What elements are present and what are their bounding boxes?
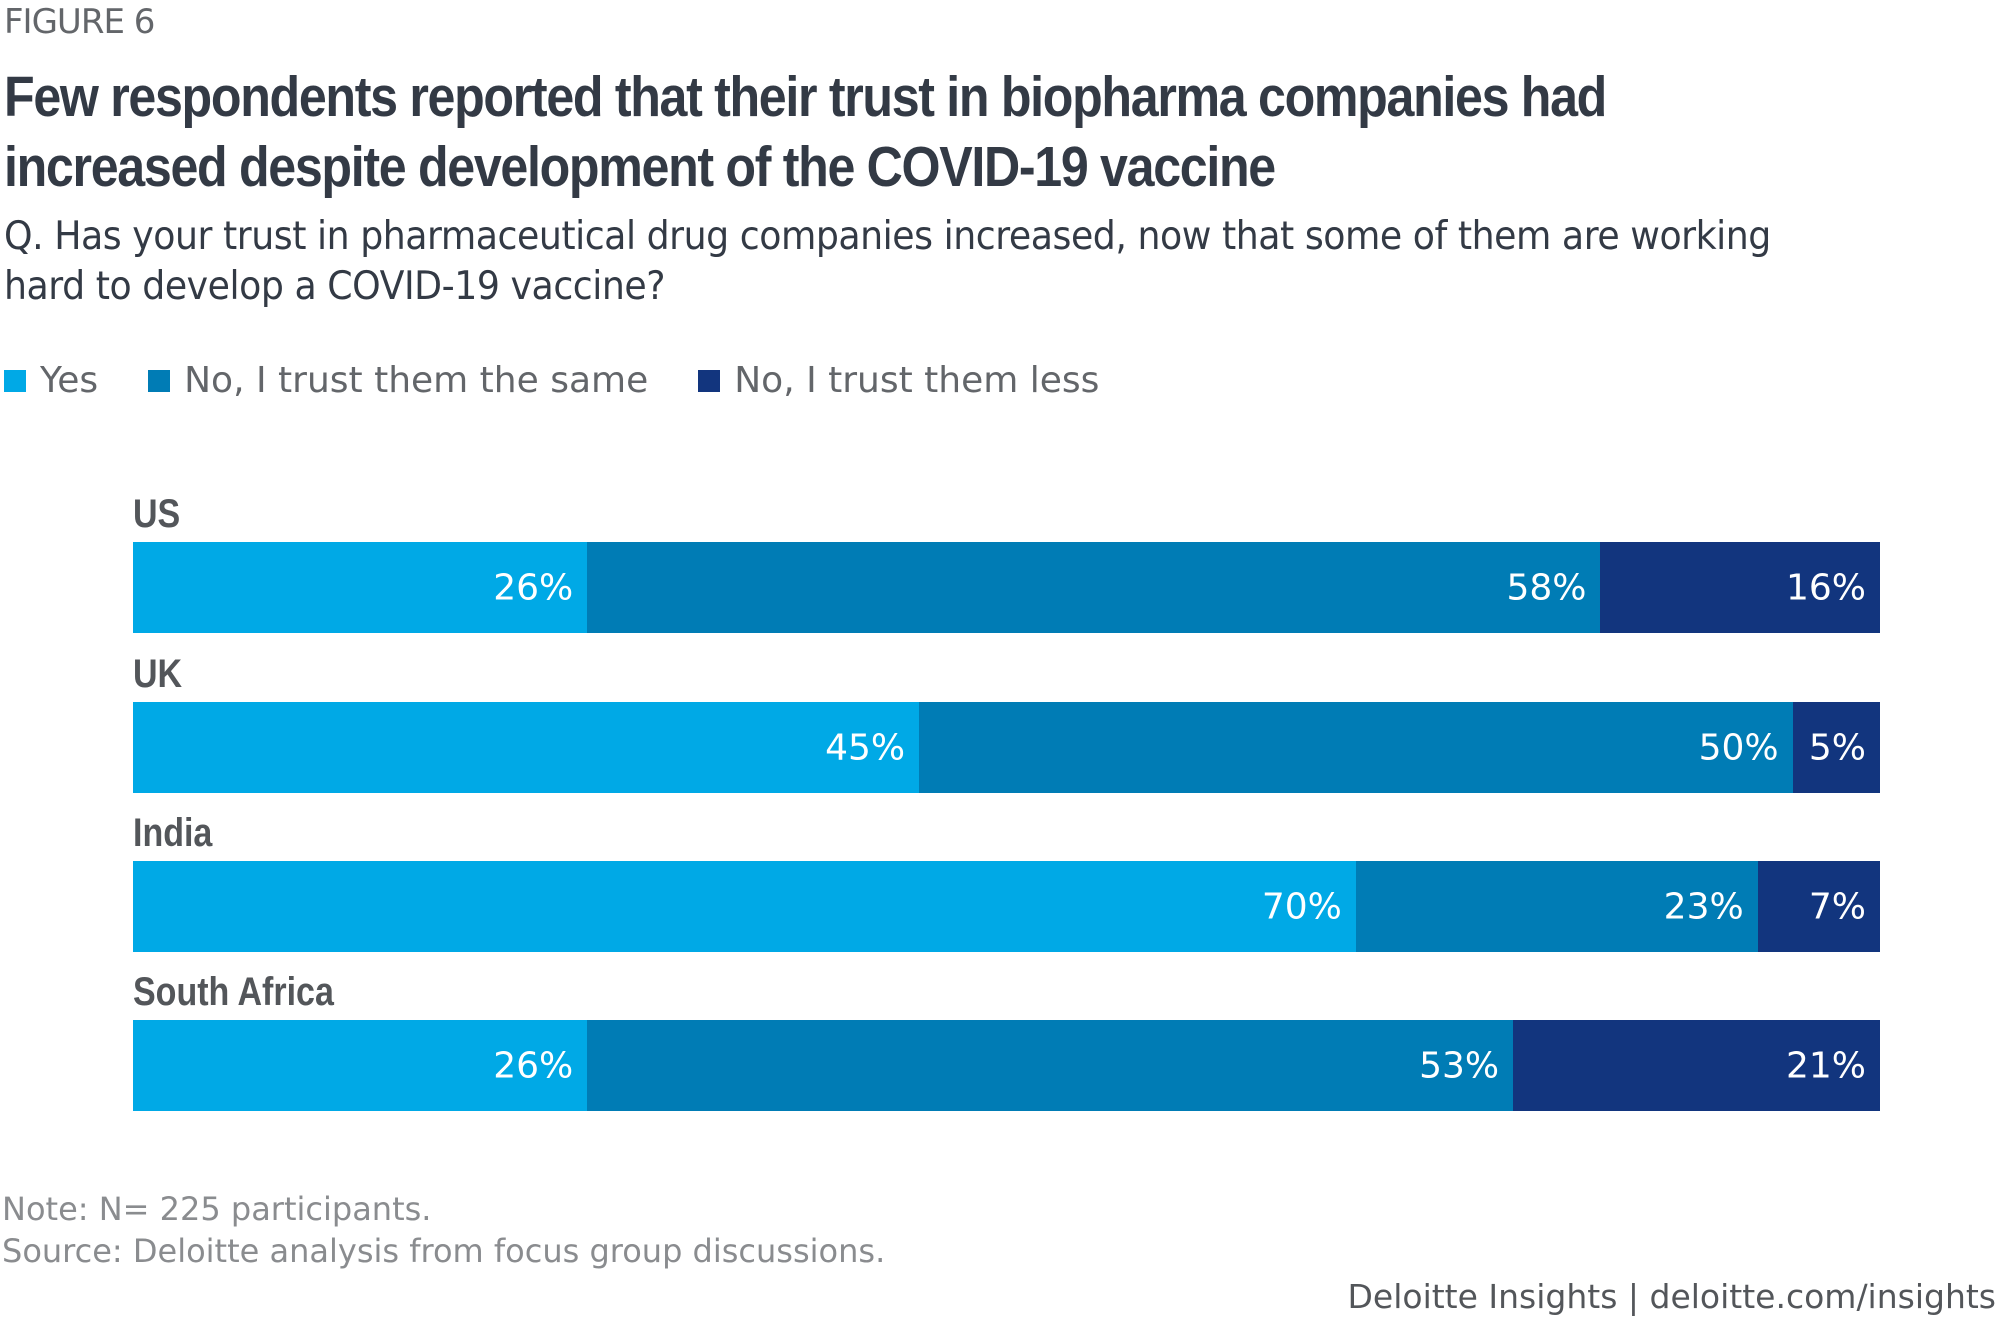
legend-swatch-less (698, 369, 721, 392)
bar-row: 70% 23% 7% (133, 861, 1880, 952)
notes: Note: N= 225 participants. Source: Deloi… (2, 1188, 885, 1272)
bar-row: 26% 53% 21% (133, 1020, 1880, 1111)
bar-segment: 50% (919, 702, 1793, 793)
legend-label: No, I trust them less (734, 360, 1100, 401)
bar-segment: 26% (133, 542, 588, 633)
source-text: Source: Deloitte analysis from focus gro… (2, 1232, 886, 1270)
bar-segment: 16% (1600, 542, 1880, 633)
legend-item-less: No, I trust them less (698, 360, 1099, 401)
figure-label: FIGURE 6 (4, 2, 155, 42)
bar-segment: 26% (133, 1020, 588, 1111)
bar-segment: 7% (1757, 861, 1880, 952)
bar-segment: 58% (587, 542, 1601, 633)
data-label: 26% (493, 1045, 574, 1086)
data-label: 16% (1785, 567, 1866, 608)
data-label: 5% (1808, 727, 1866, 768)
bar-segment: 45% (133, 702, 920, 793)
data-label: 58% (1506, 567, 1587, 608)
note-text: Note: N= 225 participants. (2, 1190, 432, 1228)
legend-swatch-yes (4, 369, 26, 392)
legend-item-same: No, I trust them the same (148, 360, 648, 401)
category-label: UK (133, 652, 183, 696)
data-label: 23% (1663, 886, 1744, 927)
data-label: 50% (1698, 727, 1779, 768)
bar-segment: 23% (1355, 861, 1758, 952)
bar-row: 26% 58% 16% (133, 542, 1880, 633)
chart-title: Few respondents reported that their trus… (4, 65, 1607, 199)
legend-item-yes: Yes (4, 360, 98, 401)
bar-segment: 5% (1792, 702, 1880, 793)
category-label: India (133, 811, 213, 855)
legend-label: Yes (40, 360, 99, 401)
data-label: 7% (1808, 886, 1866, 927)
data-label: 45% (825, 727, 906, 768)
legend-swatch-same (148, 369, 171, 392)
data-label: 70% (1261, 886, 1342, 927)
data-label: 26% (493, 567, 574, 608)
data-label: 53% (1419, 1045, 1500, 1086)
survey-question: Q. Has your trust in pharmaceutical drug… (4, 214, 1771, 309)
footer-credit: Deloitte Insights | deloitte.com/insight… (1347, 1277, 1997, 1316)
legend-label: No, I trust them the same (184, 360, 649, 401)
bar-segment: 53% (587, 1020, 1514, 1111)
bar-segment: 70% (133, 861, 1356, 952)
category-label: South Africa (133, 970, 334, 1014)
bar-segment: 21% (1513, 1020, 1880, 1111)
legend: Yes No, I trust them the same No, I trus… (4, 360, 1149, 401)
bar-row: 45% 50% 5% (133, 702, 1880, 793)
category-label: US (133, 492, 181, 536)
data-label: 21% (1785, 1045, 1866, 1086)
